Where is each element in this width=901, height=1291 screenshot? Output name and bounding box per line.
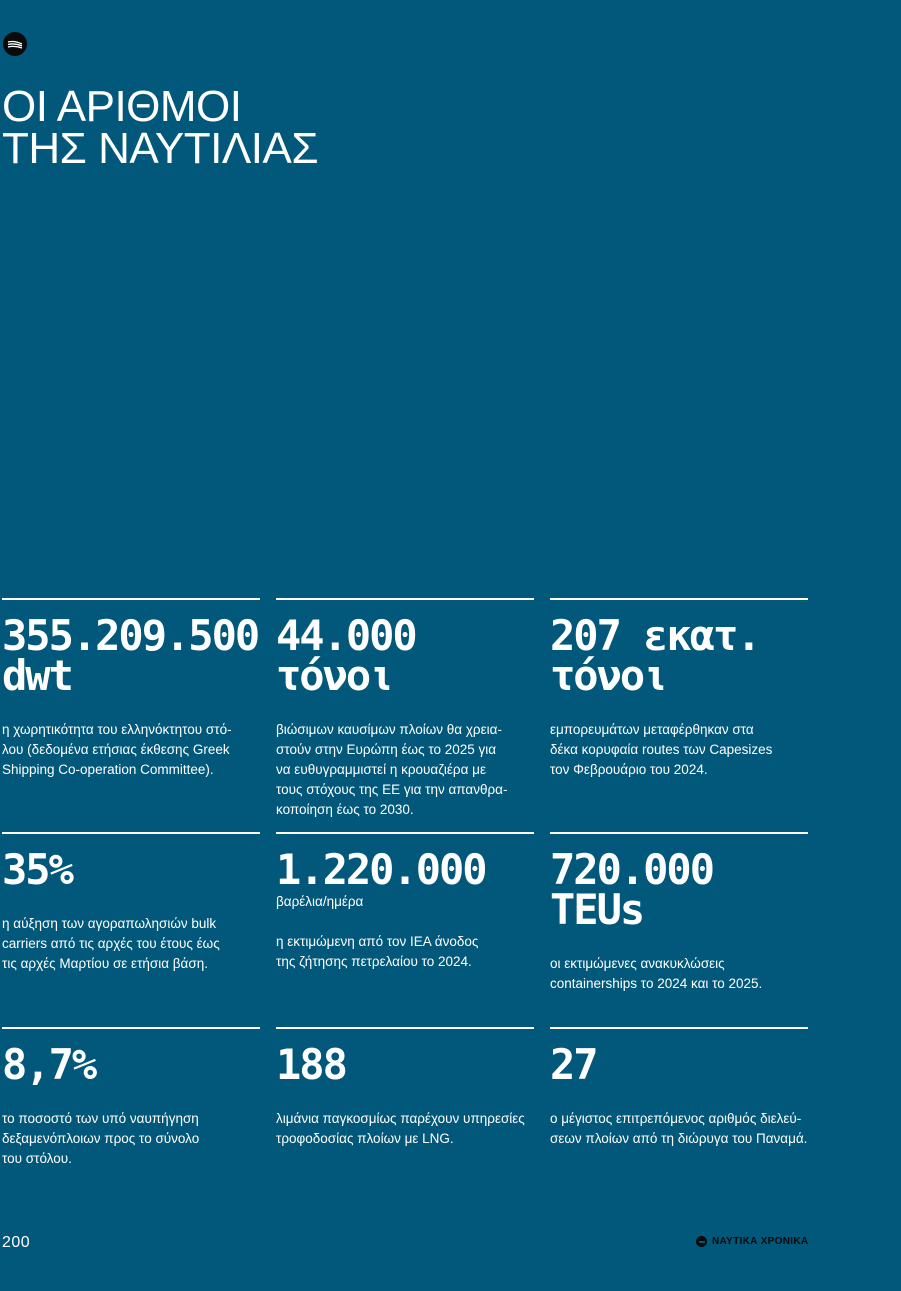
stat-description: οι εκτιμώμενες ανακυκλώσεις containership… (550, 956, 763, 991)
stat-value: 8,7% (2, 1040, 260, 1089)
stat-description: βιώσιμων καυσίμων πλοίων θα χρεια-στούν … (276, 722, 508, 817)
stat-value-line-1: 44.000 (276, 611, 418, 660)
stat-value: 720.000 TEUs (550, 845, 808, 934)
stat-value-line-1: 8,7% (2, 1040, 97, 1089)
stat-fleet-capacity: 355.209.500 dwt η χωρητικότητα του ελλην… (2, 598, 260, 832)
stat-description: η αύξηση των αγοραπωλησιών bulk carriers … (2, 916, 220, 971)
stat-value: 27 (550, 1040, 808, 1089)
stat-value: 355.209.500 dwt (2, 611, 260, 700)
stat-value-line-2: τόνοι (276, 651, 394, 700)
stat-value-line-1: 355.209.500 (2, 611, 260, 660)
stat-oil-demand: 1.220.000 βαρέλια/ημέρα η εκτιμώμενη από… (276, 832, 534, 1027)
page-title-line-2: ΤΗΣ ΝΑΥΤΙΛΙΑΣ (2, 124, 319, 173)
stat-panama-transits: 27 ο μέγιστος επιτρεπόμενος αριθμός διελ… (550, 1027, 808, 1217)
stat-description: η χωρητικότητα του ελληνόκτητου στό-λου … (2, 722, 232, 777)
waves-icon-glyph (7, 40, 23, 49)
stat-value-line-2: TEUs (550, 885, 645, 934)
stats-row-1: 355.209.500 dwt η χωρητικότητα του ελλην… (2, 598, 812, 832)
stat-value-line-2: dwt (2, 651, 74, 700)
stat-description: η εκτιμώμενη από τον ΙΕΑ άνοδος της ζήτησ… (276, 934, 479, 969)
stat-value: 188 (276, 1040, 534, 1089)
brand-name: ΝΑΥΤΙΚΑ ΧΡΟΝΙΚΑ (712, 1236, 809, 1247)
stat-value-line-1: 35% (2, 845, 74, 894)
stat-lng-ports: 188 λιμάνια παγκοσμίως παρέχουν υπηρεσίε… (276, 1027, 534, 1217)
stat-description: ο μέγιστος επιτρεπόμενος αριθμός διελεύ-… (550, 1111, 808, 1146)
stat-value: 207 εκατ. τόνοι (550, 611, 808, 700)
stat-container-recycling: 720.000 TEUs οι εκτιμώμενες ανακυκλώσεις… (550, 832, 808, 1027)
page-title: ΟΙ ΑΡΙΘΜΟΙ ΤΗΣ ΝΑΥΤΙΛΙΑΣ (2, 82, 319, 173)
page-number: 200 (2, 1234, 31, 1251)
stat-capesize-routes: 207 εκατ. τόνοι εμπορευμάτων μεταφέρθηκα… (550, 598, 808, 832)
stat-value-line-1: 27 (550, 1040, 599, 1089)
stat-bulk-sales: 35% η αύξηση των αγοραπωλησιών bulk carri… (2, 832, 260, 1027)
stat-value-line-1: 1.220.000 (276, 845, 488, 894)
stat-sustainable-fuels: 44.000 τόνοι βιώσιμων καυσίμων πλοίων θα… (276, 598, 534, 832)
stats-row-3: 8,7% το ποσοστό των υπό ναυπήγηση δεξαμεν… (2, 1027, 812, 1217)
stat-value: 35% (2, 845, 260, 894)
stat-description: λιμάνια παγκοσμίως παρέχουν υπηρεσίες τρο… (276, 1111, 525, 1146)
stats-row-2: 35% η αύξηση των αγοραπωλησιών bulk carri… (2, 832, 812, 1027)
brand-waves-icon (696, 1236, 707, 1247)
waves-icon (3, 32, 27, 56)
stat-value-line-1: 720.000 (550, 845, 715, 894)
stat-description: το ποσοστό των υπό ναυπήγηση δεξαμενόπλοι… (2, 1111, 200, 1166)
stats-grid: 355.209.500 dwt η χωρητικότητα του ελλην… (2, 598, 812, 1217)
stat-value-line-1: 188 (276, 1040, 348, 1089)
stat-value-line-2: τόνοι (550, 651, 668, 700)
brand-logo: ΝΑΥΤΙΚΑ ΧΡΟΝΙΚΑ (696, 1236, 808, 1247)
stat-unit: βαρέλια/ημέρα (276, 894, 364, 909)
stat-tanker-orderbook: 8,7% το ποσοστό των υπό ναυπήγηση δεξαμεν… (2, 1027, 260, 1217)
stat-value: 1.220.000 (276, 845, 534, 894)
stat-value-line-1: 207 εκατ. (550, 611, 762, 660)
stat-value: 44.000 τόνοι (276, 611, 534, 700)
page-title-line-1: ΟΙ ΑΡΙΘΜΟΙ (2, 82, 242, 131)
stat-description: εμπορευμάτων μεταφέρθηκαν στα δέκα κορυφα… (550, 722, 773, 777)
